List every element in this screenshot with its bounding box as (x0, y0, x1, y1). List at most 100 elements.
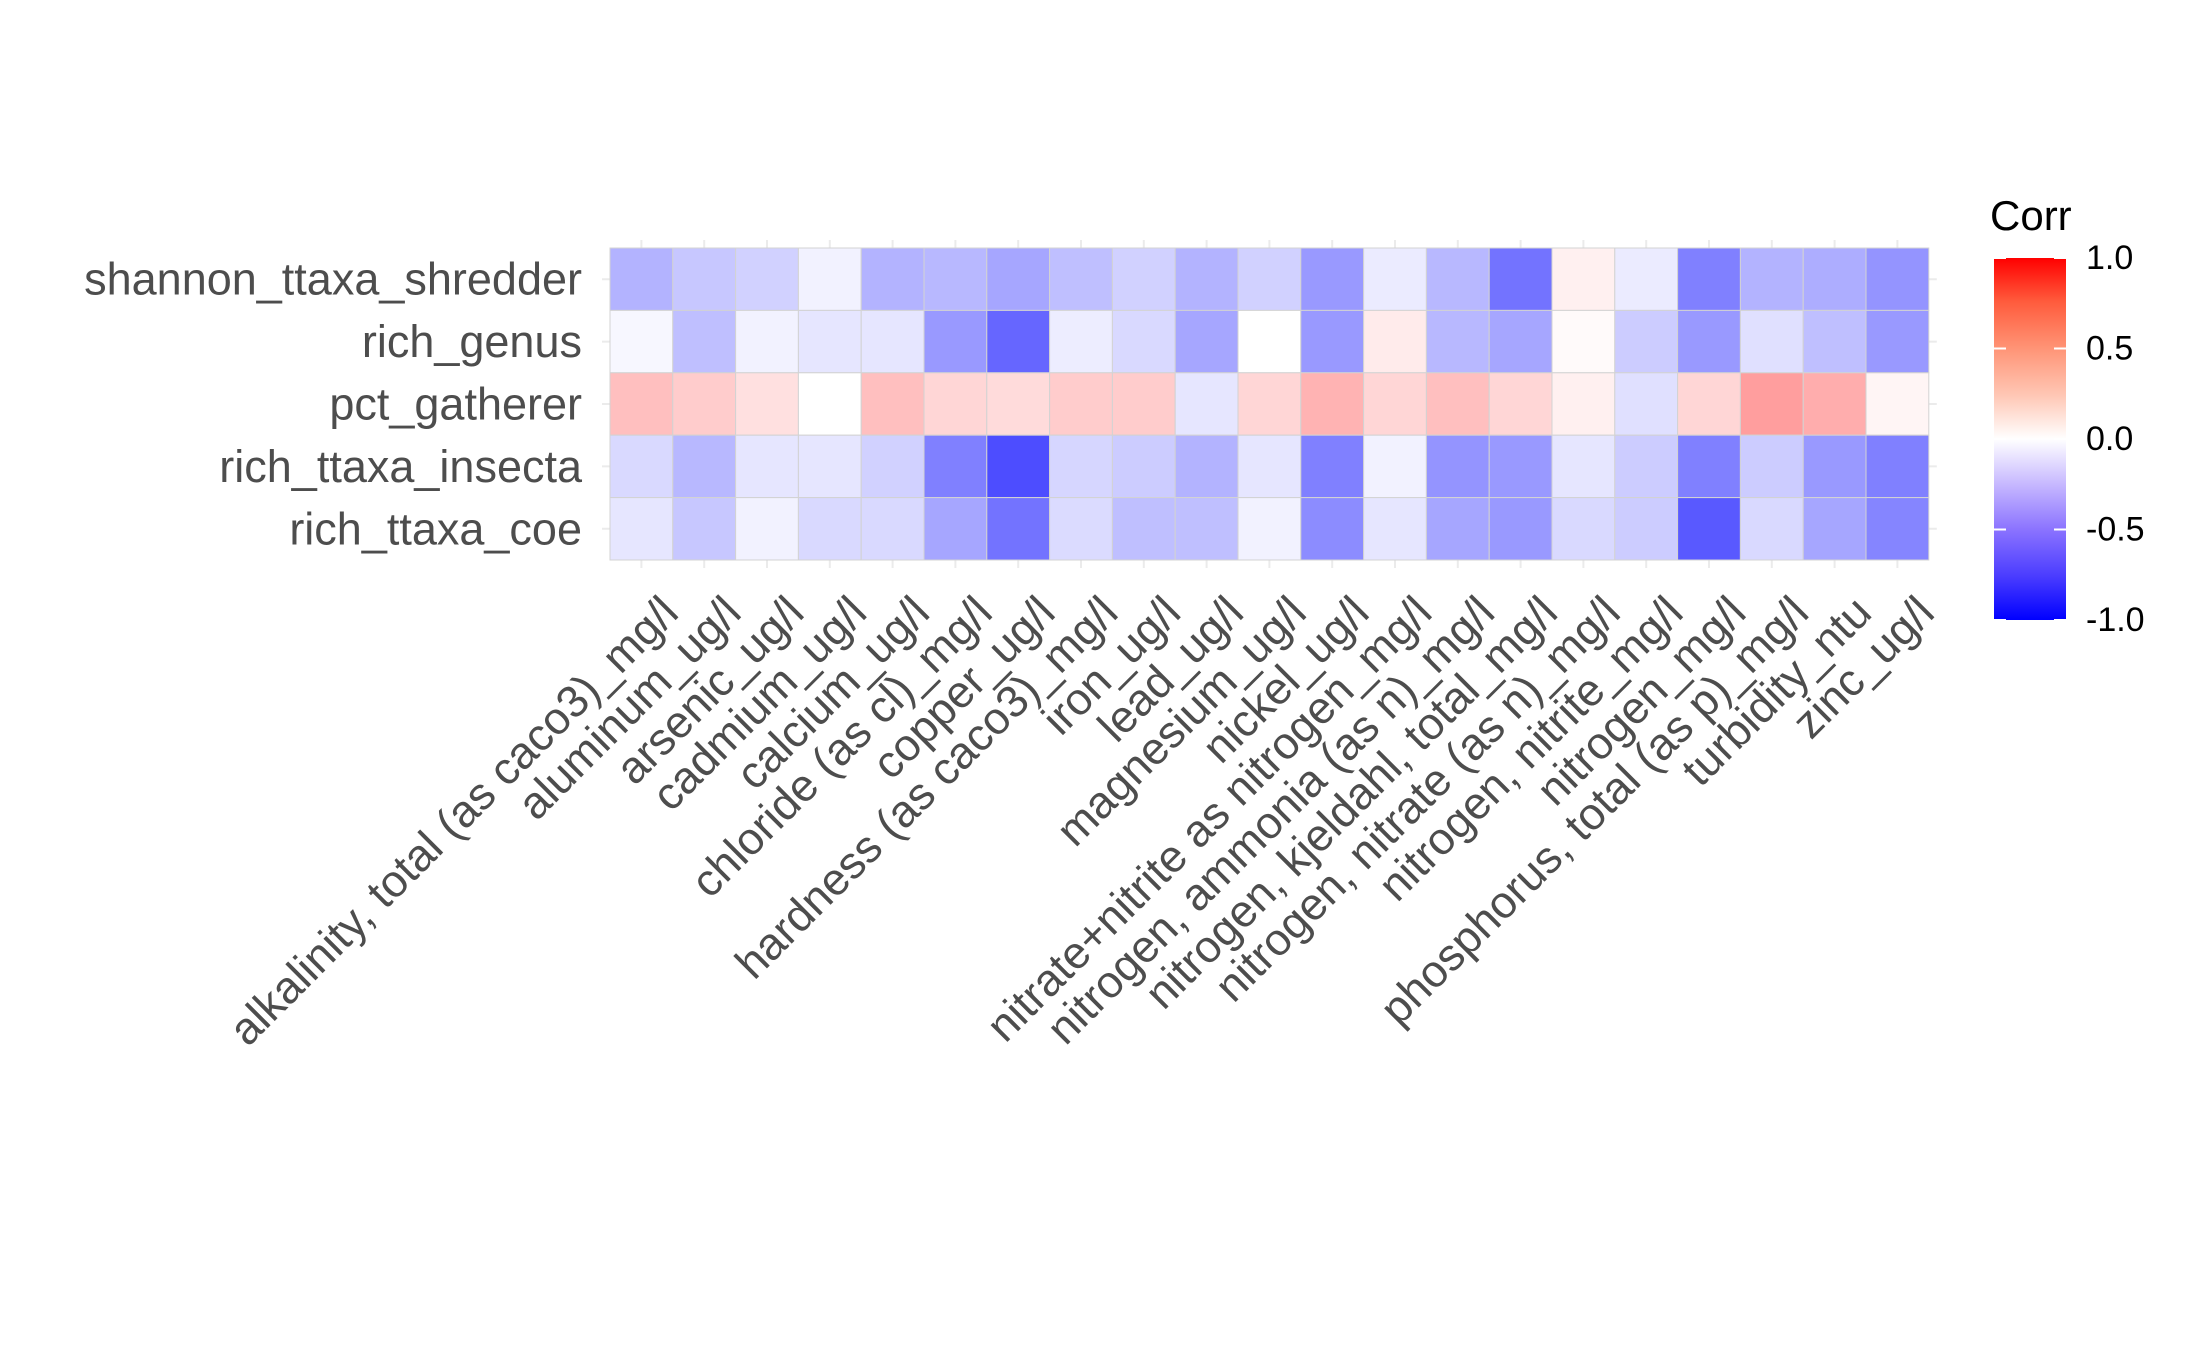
heatmap-cell (1363, 434, 1427, 499)
y-tick-label: rich_ttaxa_insecta (219, 441, 583, 492)
legend-title: Corr (1990, 192, 2072, 239)
heatmap-cell (1865, 497, 1930, 561)
heatmap-cell (1865, 247, 1930, 311)
heatmap-cell (797, 434, 862, 499)
heatmap-cell (609, 247, 674, 311)
heatmap-cell (672, 434, 737, 499)
heatmap-cell (797, 309, 862, 374)
heatmap-cell (1739, 372, 1804, 436)
y-tick-label: shannon_ttaxa_shredder (84, 254, 582, 305)
heatmap-cell (1551, 372, 1616, 436)
heatmap-cell (1300, 247, 1365, 311)
heatmap-cell (1739, 497, 1804, 561)
heatmap-cell (609, 497, 674, 561)
heatmap-cell (923, 434, 988, 499)
heatmap-cell (1802, 497, 1867, 561)
heatmap-cell (986, 497, 1051, 561)
heatmap-cell (672, 497, 737, 561)
heatmap-cell (1174, 247, 1239, 311)
heatmap-cell (1614, 309, 1679, 374)
heatmap-cell (1237, 497, 1302, 561)
heatmap-cell (1425, 434, 1490, 499)
heatmap-cell (1425, 497, 1490, 561)
heatmap-cell (1488, 247, 1553, 311)
heatmap-cell (1614, 434, 1679, 499)
heatmap-cell (1488, 434, 1553, 499)
heatmap-cell (860, 372, 925, 436)
legend-tick-label: 0.5 (2086, 330, 2133, 368)
legend: Corr 1.0 0.5 0.0 -0.5 -1.0 (1990, 192, 2145, 639)
heatmap-cell (1237, 372, 1302, 436)
heatmap-cell (1865, 372, 1930, 436)
heatmap-cell (1049, 247, 1113, 311)
heatmap-cell (1551, 247, 1616, 311)
heatmap-cell (1174, 309, 1239, 374)
legend-tick-label: 1.0 (2086, 239, 2133, 277)
heatmap-cell (672, 309, 737, 374)
y-tick-label: rich_ttaxa_coe (289, 503, 582, 554)
heatmap-cell (1739, 247, 1804, 311)
legend-tick-label: 0.0 (2086, 420, 2133, 458)
heatmap-cell (1111, 372, 1176, 436)
heatmap-cell (797, 372, 862, 436)
heatmap-cell (1111, 497, 1176, 561)
heatmap-cell (797, 497, 862, 561)
heatmap-cell (1111, 247, 1176, 311)
heatmap-cell (1174, 434, 1239, 499)
heatmap-cell (735, 372, 799, 436)
heatmap-cell (986, 309, 1051, 374)
heatmap-cell (923, 247, 988, 311)
heatmap-cell (860, 247, 925, 311)
heatmap-cell (1363, 372, 1427, 436)
heatmap-cell (860, 434, 925, 499)
heatmap-cell (1425, 372, 1490, 436)
heatmap-cell (1551, 309, 1616, 374)
heatmap-cell (860, 309, 925, 374)
heatmap-cell (986, 247, 1051, 311)
heatmap-cell (609, 434, 674, 499)
heatmap-cell (1049, 372, 1113, 436)
heatmap-cell (1739, 309, 1804, 374)
heatmap-cell (1363, 247, 1427, 311)
heatmap-cell (735, 434, 799, 499)
heatmap-cell (1237, 247, 1302, 311)
heatmap-cell (860, 497, 925, 561)
heatmap-cell (1363, 497, 1427, 561)
heatmap-cell (1677, 247, 1741, 311)
heatmap-cell (986, 372, 1051, 436)
heatmap-cell (1237, 309, 1302, 374)
heatmap-cell (1111, 434, 1176, 499)
heatmap-cell (735, 497, 799, 561)
heatmap-cell (609, 309, 674, 374)
heatmap-cell (923, 497, 988, 561)
heatmap-cell (1865, 434, 1930, 499)
heatmap-cell (1237, 434, 1302, 499)
heatmap-cell (1614, 372, 1679, 436)
heatmap-cell (672, 372, 737, 436)
heatmap-cell (672, 247, 737, 311)
heatmap-cell (1677, 372, 1741, 436)
heatmap-cell (1174, 372, 1239, 436)
heatmap-cell (1551, 434, 1616, 499)
heatmap-cell (1300, 434, 1365, 499)
heatmap-cell (1111, 309, 1176, 374)
heatmap-cell (1551, 497, 1616, 561)
heatmap-cell (1300, 309, 1365, 374)
heatmap-cell (1300, 497, 1365, 561)
heatmap-cell (1049, 309, 1113, 374)
heatmap-cell (923, 309, 988, 374)
heatmap-cell (797, 247, 862, 311)
heatmap-cell (1425, 309, 1490, 374)
heatmap-cell (1802, 247, 1867, 311)
legend-tick-label: -0.5 (2086, 511, 2145, 549)
heatmap-cell (986, 434, 1051, 499)
y-tick-label: pct_gatherer (329, 379, 582, 430)
heatmap-cell (1049, 434, 1113, 499)
y-tick-label: rich_genus (362, 316, 582, 367)
heatmap-cell (1614, 247, 1679, 311)
heatmap-cell (1677, 309, 1741, 374)
heatmap-cell (1488, 309, 1553, 374)
heatmap-cell (1739, 434, 1804, 499)
heatmap-cell (735, 309, 799, 374)
heatmap-cell (1425, 247, 1490, 311)
